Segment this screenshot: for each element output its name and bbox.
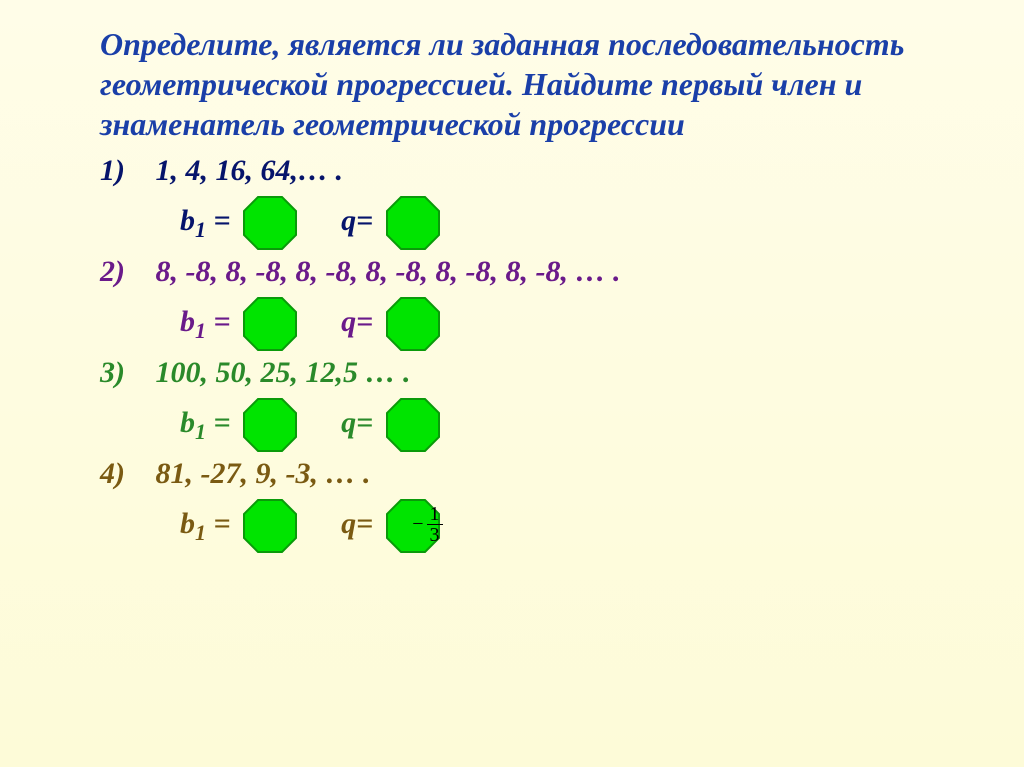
b1-label: b <box>180 406 195 439</box>
fraction-denominator: 3 <box>427 525 443 545</box>
sequence-text: 100, 50, 25, 12,5 … . <box>156 356 411 389</box>
b1-label: b <box>180 204 195 237</box>
answer-line: b1 = q= <box>180 403 944 447</box>
octagon-shape <box>242 498 298 554</box>
answer-line: b1 = q= −13 <box>180 504 944 548</box>
sequence-text: 81, -27, 9, -3, … . <box>156 457 371 490</box>
fraction: −13 <box>412 504 442 545</box>
q-label: q= <box>341 406 373 439</box>
b1-subscript: 1 <box>195 520 206 545</box>
b1-label: b <box>180 507 195 540</box>
octagon-shape <box>242 195 298 251</box>
problem-number: 3) <box>100 356 148 389</box>
problem-4: 4) 81, -27, 9, -3, … . b1 = q= −13 <box>92 457 944 548</box>
fraction-numerator: 1 <box>427 504 443 525</box>
sequence-text: 8, -8, 8, -8, 8, -8, 8, -8, 8, -8, 8, -8… <box>156 255 621 288</box>
answer-line: b1 = q= <box>180 302 944 346</box>
octagon-shape <box>242 296 298 352</box>
octagon-shape <box>385 195 441 251</box>
q-label: q= <box>341 204 373 237</box>
slide-content: Определите, является ли заданная последо… <box>0 0 1024 548</box>
q-label: q= <box>341 507 373 540</box>
problem-2: 2) 8, -8, 8, -8, 8, -8, 8, -8, 8, -8, 8,… <box>100 255 944 346</box>
q-label: q= <box>341 305 373 338</box>
b1-subscript: 1 <box>195 419 206 444</box>
sequence-text: 1, 4, 16, 64,… . <box>156 154 344 187</box>
equals-sign: = <box>214 305 231 338</box>
problem-number: 4) <box>100 457 148 490</box>
problem-3: 3) 100, 50, 25, 12,5 … . b1 = q= <box>100 356 944 447</box>
sequence-line: 4) 81, -27, 9, -3, … . <box>100 457 944 490</box>
equals-sign: = <box>214 204 231 237</box>
problem-number: 1) <box>100 154 148 187</box>
problem-1: 1) 1, 4, 16, 64,… . b1 = q= <box>100 154 944 245</box>
problem-number: 2) <box>100 255 148 288</box>
sequence-line: 3) 100, 50, 25, 12,5 … . <box>100 356 944 389</box>
answer-line: b1 = q= <box>180 201 944 245</box>
b1-label: b <box>180 305 195 338</box>
b1-subscript: 1 <box>195 217 206 242</box>
fraction-minus: − <box>412 513 423 535</box>
b1-subscript: 1 <box>195 318 206 343</box>
sequence-line: 1) 1, 4, 16, 64,… . <box>100 154 944 187</box>
equals-sign: = <box>214 507 231 540</box>
sequence-line: 2) 8, -8, 8, -8, 8, -8, 8, -8, 8, -8, 8,… <box>100 255 944 288</box>
octagon-shape <box>385 397 441 453</box>
octagon-shape <box>385 296 441 352</box>
heading: Определите, является ли заданная последо… <box>100 24 944 144</box>
octagon-shape <box>242 397 298 453</box>
equals-sign: = <box>214 406 231 439</box>
